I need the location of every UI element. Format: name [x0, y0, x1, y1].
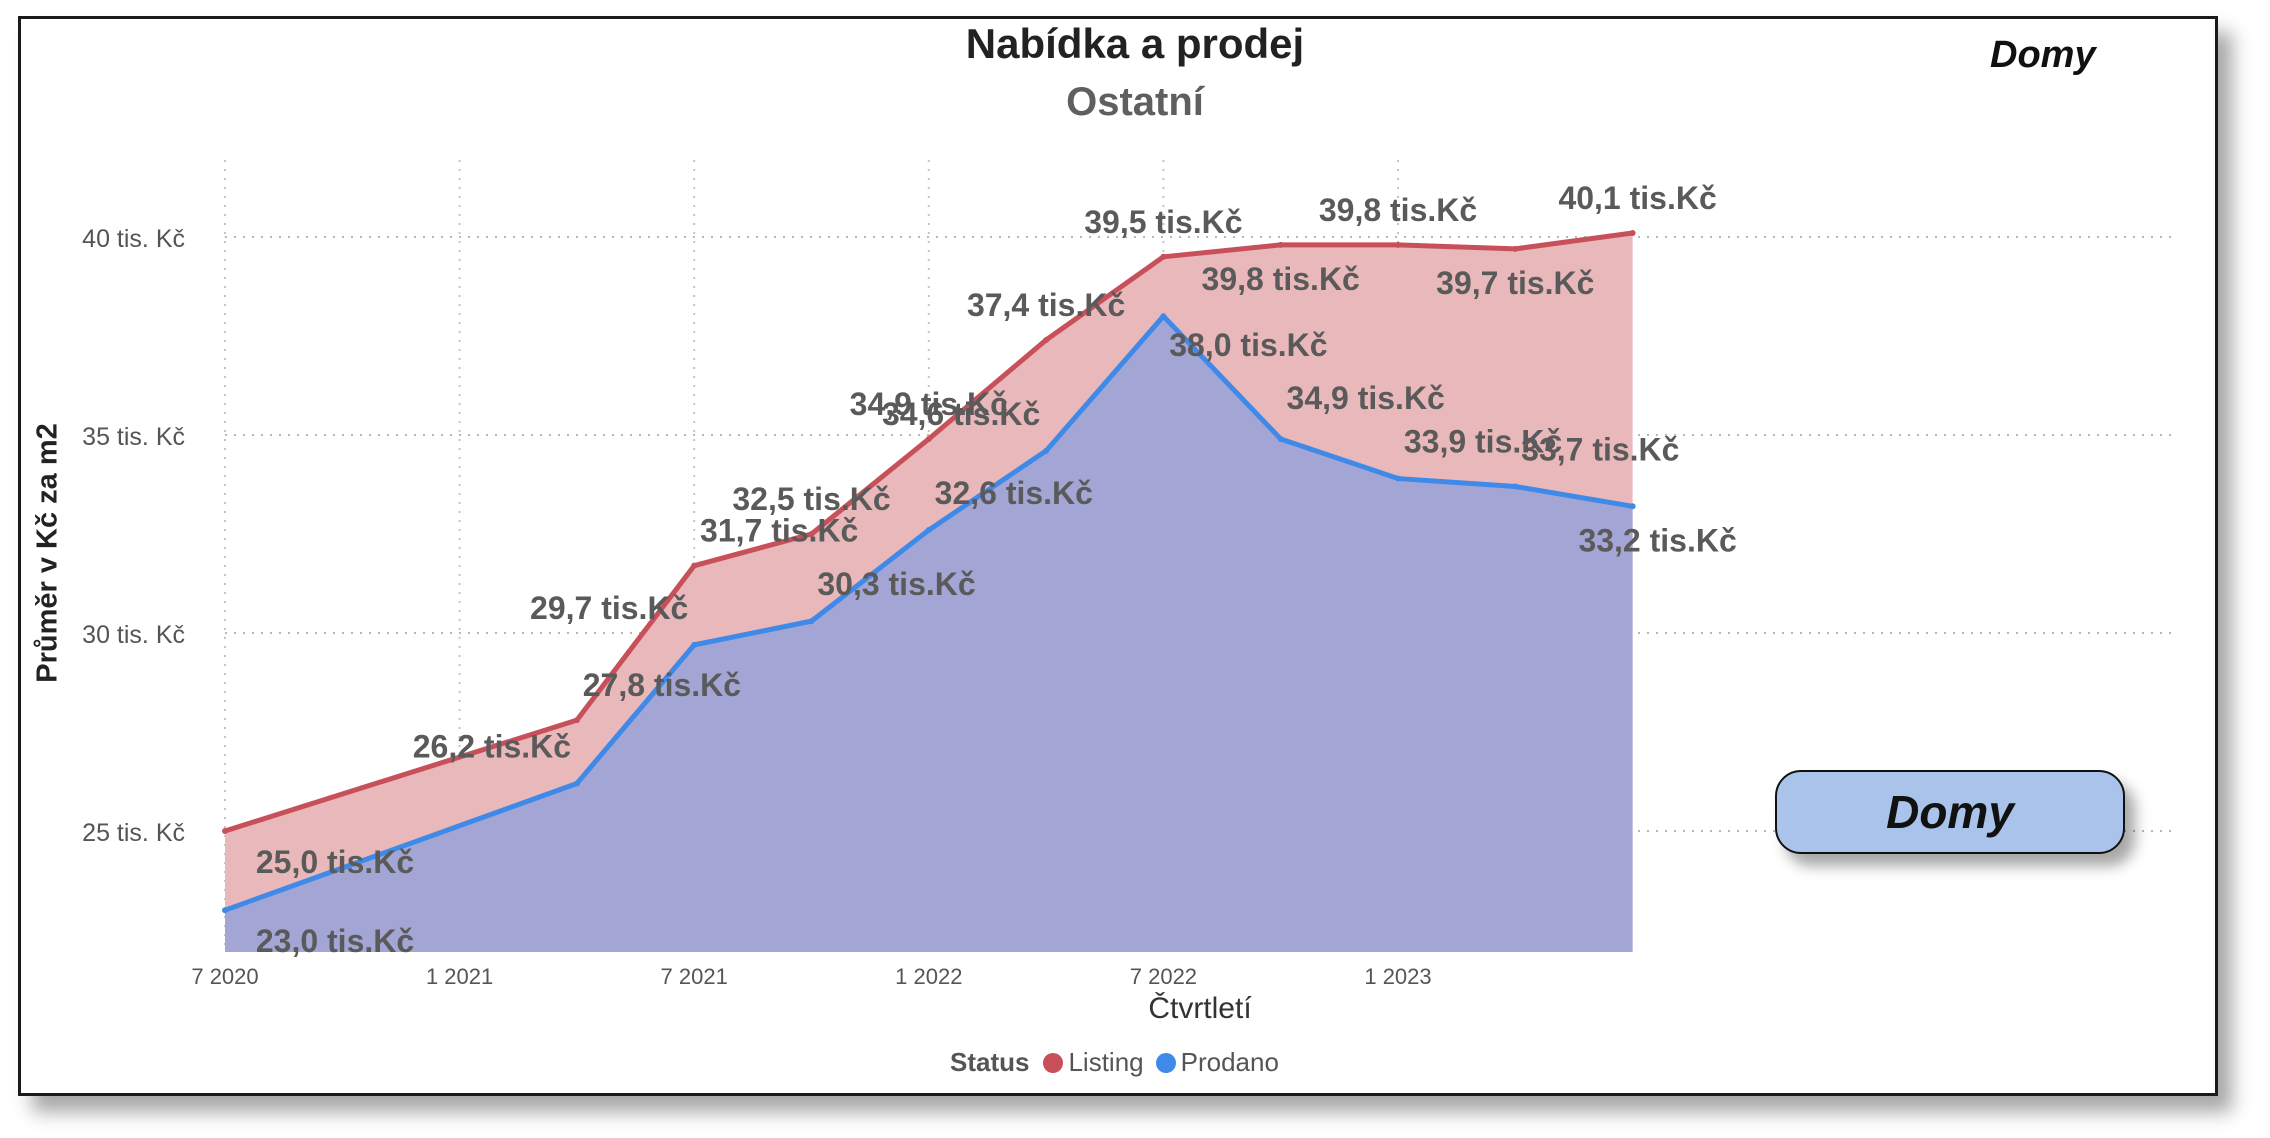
prodano-data-label: 34,9 tis.Kč [1287, 380, 1445, 416]
prodano-data-label: 38,0 tis.Kč [1169, 327, 1327, 363]
listing-data-label: 39,8 tis.Kč [1202, 261, 1360, 297]
x-tick-label: 7 2020 [191, 964, 258, 989]
x-tick-label: 1 2021 [426, 964, 493, 989]
prodano-data-label: 33,2 tis.Kč [1578, 522, 1736, 558]
prodano-point [1512, 483, 1519, 490]
prodano-data-label: 26,2 tis.Kč [413, 728, 571, 764]
listing-point [925, 435, 932, 442]
x-tick-label: 1 2023 [1364, 964, 1431, 989]
legend-entry-prodano[interactable]: Prodano [1155, 1047, 1279, 1078]
listing-point [1629, 230, 1636, 237]
x-tick-label: 1 2022 [895, 964, 962, 989]
chart-title: Nabídka a prodej [965, 20, 1305, 67]
listing-data-label: 39,8 tis.Kč [1319, 192, 1477, 228]
x-tick-label: 7 2022 [1130, 964, 1197, 989]
legend-title: Status [950, 1047, 1030, 1077]
legend-label-listing: Listing [1068, 1047, 1144, 1077]
listing-point [1395, 241, 1401, 248]
listing-data-label: 40,1 tis.Kč [1558, 180, 1716, 216]
prodano-point [1277, 435, 1284, 442]
listing-point [1277, 241, 1284, 248]
listing-point [573, 717, 580, 724]
prodano-area [225, 316, 1633, 952]
legend-entry-listing[interactable]: Listing [1043, 1047, 1144, 1078]
prodano-data-label: 33,9 tis.Kč [1404, 424, 1562, 460]
legend: Status Listing Prodano [950, 1047, 1291, 1078]
listing-point [1512, 245, 1519, 252]
listing-point [1160, 253, 1167, 260]
x-tick-label: 7 2021 [661, 964, 728, 989]
corner-label: Domy [1990, 34, 2096, 76]
chart-subtitle: Ostatní [1066, 80, 1204, 124]
listing-point [1043, 336, 1050, 343]
prodano-point [808, 618, 815, 625]
y-tick-label: 25 tis. Kč [82, 819, 185, 847]
prodano-point [1395, 475, 1401, 482]
legend-dot-listing-icon [1043, 1052, 1064, 1073]
legend-label-prodano: Prodano [1180, 1047, 1279, 1077]
prodano-data-label: 32,6 tis.Kč [935, 475, 1093, 511]
prodano-point [1629, 503, 1636, 510]
y-tick-label: 40 tis. Kč [82, 225, 185, 253]
listing-data-label: 39,5 tis.Kč [1084, 204, 1242, 240]
listing-data-label: 32,5 tis.Kč [732, 481, 890, 517]
y-tick-label: 35 tis. Kč [82, 423, 185, 451]
listing-data-label: 39,7 tis.Kč [1436, 265, 1594, 301]
domy-button[interactable]: Domy [1775, 770, 2125, 854]
listing-point [691, 562, 698, 569]
listing-data-label: 27,8 tis.Kč [583, 667, 741, 703]
prodano-data-label: 34,6 tis.Kč [882, 396, 1040, 432]
prodano-point [691, 641, 698, 648]
y-tick-label: 30 tis. Kč [82, 621, 185, 649]
prodano-point [1043, 447, 1050, 454]
listing-point [808, 531, 815, 537]
listing-data-label: 25,0 tis.Kč [256, 844, 414, 880]
listing-data-label: 34,9 tis.Kč [850, 386, 1008, 422]
prodano-data-label: 33,7 tis.Kč [1521, 431, 1679, 467]
listing-data-label: 31,7 tis.Kč [700, 513, 858, 549]
y-axis-title: Průměr v Kč za m2 [31, 423, 64, 683]
legend-dot-prodano-icon [1155, 1052, 1176, 1073]
x-axis-title: Čtvrtletí [1148, 992, 1252, 1025]
prodano-point [222, 907, 228, 914]
prodano-point [1160, 313, 1167, 320]
listing-point [222, 828, 228, 834]
prodano-data-label: 23,0 tis.Kč [256, 923, 414, 959]
prodano-data-label: 30,3 tis.Kč [817, 566, 975, 602]
prodano-point [925, 527, 932, 534]
listing-data-label: 37,4 tis.Kč [967, 287, 1125, 323]
prodano-data-label: 29,7 tis.Kč [530, 590, 688, 626]
prodano-point [573, 780, 580, 787]
